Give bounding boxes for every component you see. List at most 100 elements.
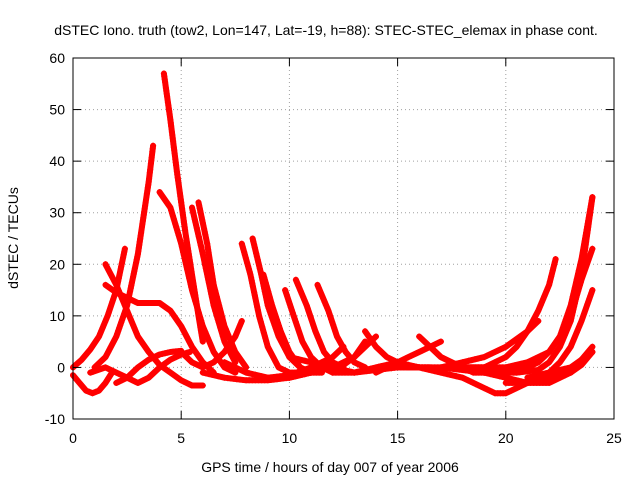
data-point	[213, 290, 219, 297]
data-point	[314, 360, 321, 367]
data-point	[220, 335, 227, 342]
data-point	[239, 243, 246, 250]
data-point	[258, 321, 265, 328]
data-point	[133, 330, 140, 337]
data-point	[176, 235, 183, 242]
data-point	[589, 245, 596, 252]
data-point	[105, 310, 112, 316]
data-point	[120, 251, 127, 258]
data-point	[134, 379, 141, 386]
data-point	[317, 340, 324, 347]
data-point	[209, 371, 216, 378]
data-point	[107, 367, 114, 373]
data-point	[207, 340, 214, 347]
data-point	[303, 302, 310, 309]
data-point	[443, 356, 450, 363]
data-point	[538, 299, 545, 306]
data-point	[96, 333, 102, 340]
data-point	[263, 338, 270, 345]
data-point	[576, 323, 583, 330]
data-point	[560, 322, 567, 329]
data-point	[306, 311, 313, 318]
data-point	[317, 367, 324, 374]
data-point	[237, 367, 244, 373]
data-point	[274, 319, 281, 326]
data-point	[99, 324, 106, 331]
x-tick-label: 0	[69, 430, 77, 446]
data-point	[180, 252, 187, 259]
data-point	[564, 370, 571, 377]
plot-frame	[72, 57, 615, 420]
data-point	[256, 262, 263, 269]
data-point	[546, 281, 553, 288]
data-point	[281, 367, 287, 373]
data-point	[263, 282, 270, 289]
data-point	[197, 242, 204, 249]
data-point	[203, 237, 210, 244]
data-point	[544, 284, 551, 291]
data-point	[432, 341, 439, 348]
data-point	[169, 210, 175, 217]
data-point	[313, 331, 320, 338]
data-point	[191, 360, 198, 367]
data-point	[568, 340, 575, 347]
data-point	[589, 194, 596, 201]
data-point	[575, 267, 582, 274]
data-point	[487, 371, 494, 378]
data-point	[275, 322, 282, 329]
data-point	[116, 378, 122, 385]
data-point	[286, 301, 293, 308]
data-point	[183, 263, 190, 270]
data-point	[83, 387, 89, 394]
data-point	[570, 338, 577, 345]
data-point	[186, 381, 193, 388]
data-point	[551, 261, 558, 268]
data-point	[566, 320, 573, 327]
series-34	[502, 194, 596, 371]
data-point	[120, 299, 127, 306]
data-point	[105, 365, 112, 372]
data-point	[292, 276, 299, 283]
data-point	[330, 322, 337, 328]
data-point	[540, 296, 547, 303]
data-point	[296, 285, 303, 292]
data-point	[195, 309, 202, 316]
data-point	[577, 320, 584, 327]
data-point	[198, 245, 205, 252]
data-point	[282, 287, 289, 294]
data-point	[405, 354, 412, 361]
series-6	[113, 347, 185, 386]
data-point	[275, 364, 282, 371]
data-point	[196, 312, 203, 319]
data-point	[199, 369, 206, 376]
data-point	[189, 289, 196, 296]
data-point	[272, 314, 279, 320]
data-point	[419, 365, 426, 372]
data-point	[229, 363, 236, 370]
data-point	[475, 382, 482, 389]
data-point	[231, 346, 238, 353]
data-point	[243, 257, 250, 264]
data-point	[178, 377, 185, 384]
data-point	[304, 358, 311, 365]
data-point	[568, 299, 575, 306]
data-point	[327, 313, 334, 320]
y-tick-label: 30	[49, 205, 65, 221]
data-point	[194, 306, 201, 313]
data-point	[170, 215, 177, 222]
data-point	[571, 335, 578, 342]
data-point	[533, 377, 540, 384]
data-point	[225, 331, 232, 338]
data-point	[513, 385, 520, 392]
data-point	[118, 292, 125, 299]
data-point	[589, 287, 596, 294]
data-point	[316, 337, 323, 344]
data-point	[215, 373, 222, 380]
data-point	[486, 387, 493, 394]
data-point	[283, 343, 290, 350]
data-point	[218, 311, 225, 318]
data-point	[527, 363, 534, 370]
data-point	[206, 371, 212, 378]
data-point	[428, 367, 435, 374]
data-point	[483, 386, 490, 393]
